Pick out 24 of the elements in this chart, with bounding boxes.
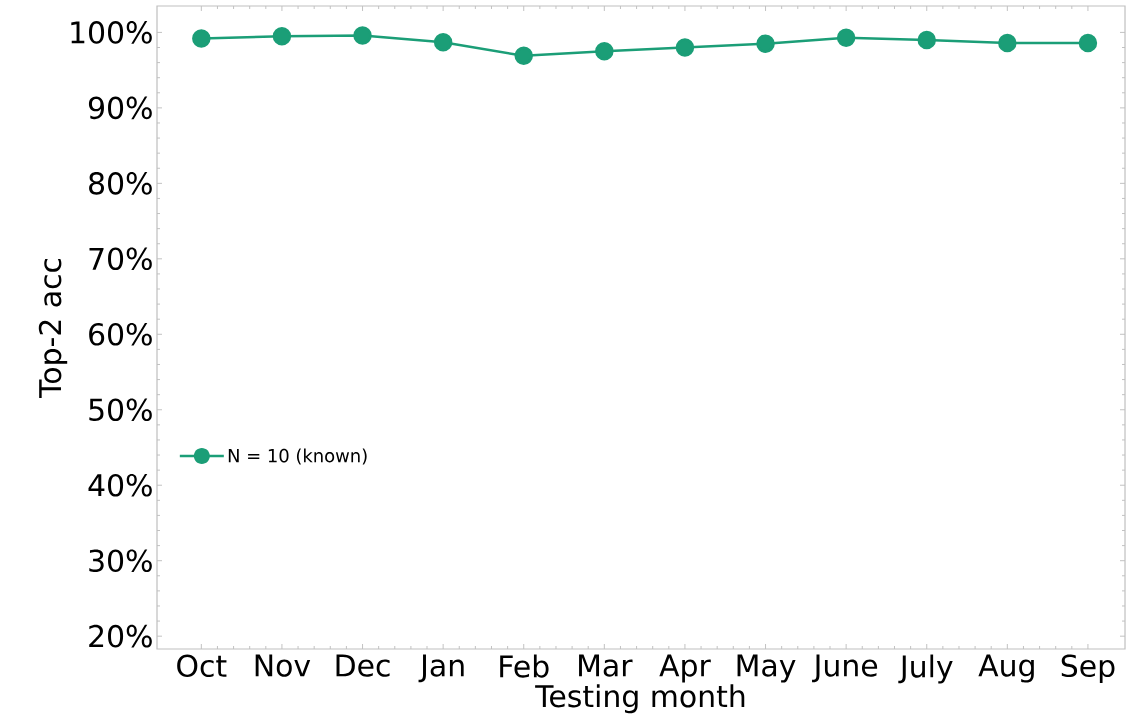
y-tick-label: 20% bbox=[89, 624, 152, 648]
x-tick-label: Sep bbox=[1061, 654, 1115, 683]
x-tick-label: June bbox=[812, 654, 878, 683]
y-tick-label: 80% bbox=[89, 172, 152, 195]
x-tick-label: Jan bbox=[418, 654, 464, 683]
y-tick-label: 60% bbox=[89, 322, 152, 346]
x-tick-label: Oct bbox=[177, 654, 227, 678]
x-tick-label: May bbox=[737, 654, 796, 683]
y-tick-label: 90% bbox=[88, 96, 152, 120]
x-tick-label: Apr bbox=[659, 654, 711, 683]
x-tick-label: July bbox=[898, 654, 953, 684]
y-tick-label: 50% bbox=[89, 398, 152, 422]
x-axis-title: Testing month bbox=[535, 684, 745, 714]
y-tick-label: 30% bbox=[89, 549, 152, 572]
y-tick-label: 70% bbox=[89, 247, 152, 271]
legend-label: N = 10 (known) bbox=[228, 448, 367, 465]
x-tick-label: Dec bbox=[336, 654, 390, 677]
y-axis-title: Top-2 acc bbox=[38, 258, 68, 399]
y-tick-label: 40% bbox=[88, 473, 152, 497]
x-tick-label: Nov bbox=[255, 654, 311, 677]
y-tick-label: 100% bbox=[71, 21, 152, 44]
x-tick-label: Feb bbox=[500, 654, 549, 678]
x-tick-label: Aug bbox=[978, 654, 1034, 683]
x-tick-label: Mar bbox=[579, 654, 633, 677]
